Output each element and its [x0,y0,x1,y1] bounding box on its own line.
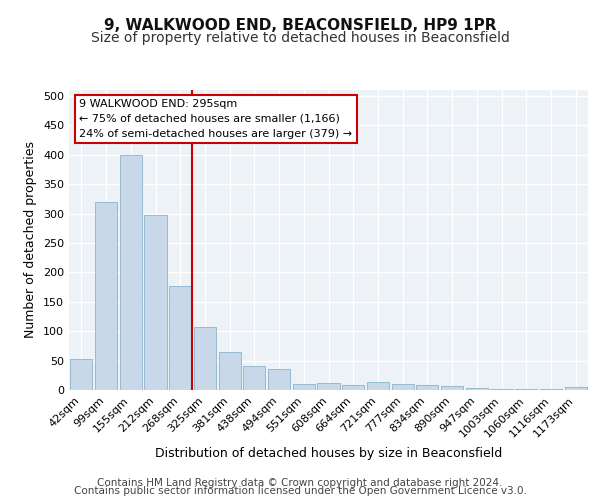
Bar [342,386,364,390]
X-axis label: Distribution of detached houses by size in Beaconsfield: Distribution of detached houses by size … [155,447,502,460]
Text: 9 WALKWOOD END: 295sqm
← 75% of detached houses are smaller (1,166)
24% of semi-: 9 WALKWOOD END: 295sqm ← 75% of detached… [79,99,353,138]
Bar [416,384,439,390]
Bar [367,382,389,390]
Bar [169,286,191,390]
Bar [145,216,167,390]
Text: Contains HM Land Registry data © Crown copyright and database right 2024.: Contains HM Land Registry data © Crown c… [97,478,503,488]
Bar [243,366,265,390]
Bar [466,388,488,390]
Bar [95,202,117,390]
Bar [293,384,315,390]
Bar [70,359,92,390]
Bar [119,154,142,390]
Bar [268,369,290,390]
Bar [317,383,340,390]
Y-axis label: Number of detached properties: Number of detached properties [25,142,37,338]
Text: Contains public sector information licensed under the Open Government Licence v3: Contains public sector information licen… [74,486,526,496]
Bar [441,386,463,390]
Bar [218,352,241,390]
Text: Size of property relative to detached houses in Beaconsfield: Size of property relative to detached ho… [91,31,509,45]
Text: 9, WALKWOOD END, BEACONSFIELD, HP9 1PR: 9, WALKWOOD END, BEACONSFIELD, HP9 1PR [104,18,496,32]
Bar [565,387,587,390]
Bar [194,327,216,390]
Bar [392,384,414,390]
Bar [490,389,512,390]
